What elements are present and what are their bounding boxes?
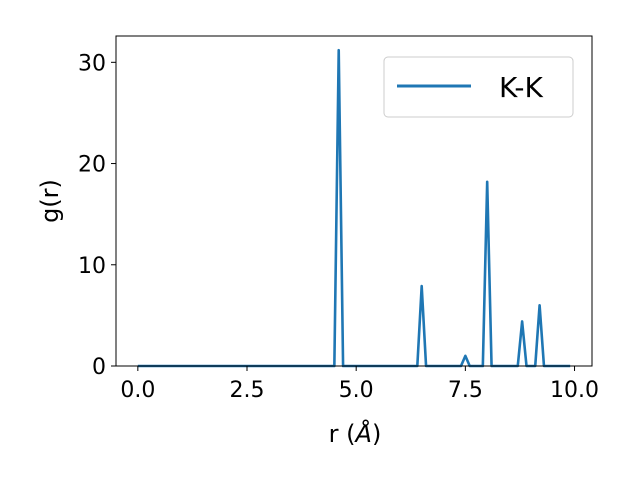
y-axis: 0 10 20 30 [78,51,116,380]
y-axis-label: g(r) [36,179,64,223]
x-axis-label-unit: Å [354,419,372,448]
x-tick-label: 7.5 [448,378,483,403]
x-tick-label: 0.0 [120,378,155,403]
x-axis: 0.0 2.5 5.0 7.5 10.0 [120,366,599,403]
x-axis-label-main: r ( [329,420,356,448]
x-axis-label: r (Å) [329,419,382,448]
legend-label-kk: K-K [499,71,544,104]
y-tick-label: 10 [78,254,106,279]
x-tick-label: 5.0 [339,378,374,403]
y-tick-label: 20 [78,153,106,178]
x-axis-label-close: ) [372,420,381,448]
x-tick-label: 2.5 [230,378,265,403]
y-tick-label: 0 [92,355,106,380]
legend-box [383,56,574,118]
legend: K-K [383,56,574,118]
x-tick-label: 10.0 [550,378,599,403]
y-tick-label: 30 [78,51,106,76]
plot-frame [115,35,593,367]
